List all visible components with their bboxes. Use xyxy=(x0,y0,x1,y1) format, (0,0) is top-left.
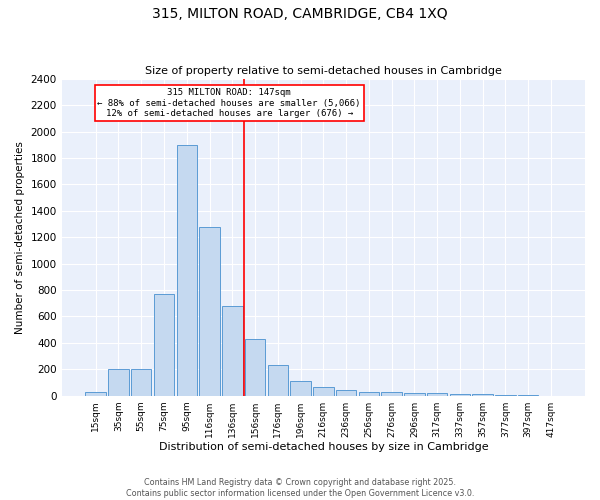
Bar xyxy=(268,366,288,396)
Text: Contains HM Land Registry data © Crown copyright and database right 2025.
Contai: Contains HM Land Registry data © Crown c… xyxy=(126,478,474,498)
Bar xyxy=(245,339,265,396)
Bar xyxy=(472,394,493,396)
Bar xyxy=(404,393,425,396)
Bar xyxy=(222,306,242,396)
Bar xyxy=(108,370,129,396)
Title: Size of property relative to semi-detached houses in Cambridge: Size of property relative to semi-detach… xyxy=(145,66,502,76)
Bar xyxy=(85,392,106,396)
Bar xyxy=(176,144,197,396)
Bar xyxy=(382,392,402,396)
Bar xyxy=(359,392,379,396)
X-axis label: Distribution of semi-detached houses by size in Cambridge: Distribution of semi-detached houses by … xyxy=(158,442,488,452)
Bar xyxy=(495,395,515,396)
Text: 315, MILTON ROAD, CAMBRIDGE, CB4 1XQ: 315, MILTON ROAD, CAMBRIDGE, CB4 1XQ xyxy=(152,8,448,22)
Bar xyxy=(154,294,174,396)
Bar xyxy=(290,381,311,396)
Bar xyxy=(449,394,470,396)
Bar xyxy=(313,387,334,396)
Y-axis label: Number of semi-detached properties: Number of semi-detached properties xyxy=(15,141,25,334)
Text: 315 MILTON ROAD: 147sqm
← 88% of semi-detached houses are smaller (5,066)
12% of: 315 MILTON ROAD: 147sqm ← 88% of semi-de… xyxy=(97,88,361,118)
Bar xyxy=(131,370,151,396)
Bar xyxy=(199,228,220,396)
Bar xyxy=(427,393,448,396)
Bar xyxy=(336,390,356,396)
